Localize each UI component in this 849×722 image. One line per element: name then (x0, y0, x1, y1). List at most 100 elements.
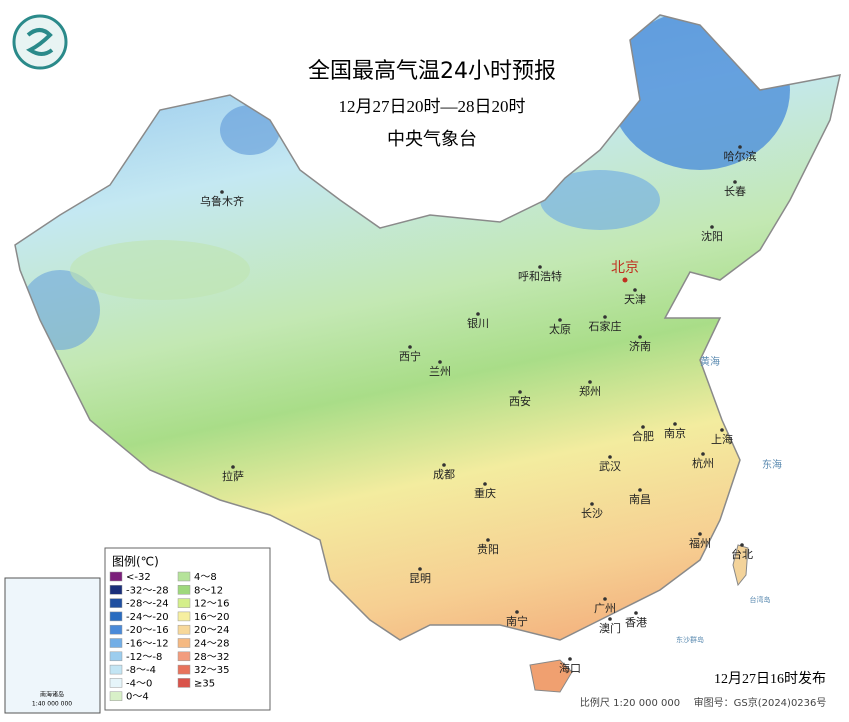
legend-label: 16～20 (194, 612, 229, 623)
city-dot (590, 502, 594, 506)
city-dot (641, 425, 645, 429)
city-dot (710, 225, 714, 229)
city-label: 海口 (559, 661, 581, 675)
legend-title: 图例(℃) (112, 555, 159, 569)
sea-label: 台湾岛 (750, 595, 771, 604)
city-dot (558, 318, 562, 322)
city-dot (603, 597, 607, 601)
city-dot (418, 567, 422, 571)
legend-swatch (109, 624, 123, 635)
city-dot (740, 543, 744, 547)
hainan (529, 659, 573, 693)
city-dot (442, 463, 446, 467)
legend-swatch (109, 691, 123, 701)
city-dot (538, 265, 542, 269)
legend-label: -28～-24 (126, 599, 169, 610)
city-label: 郑州 (579, 384, 601, 398)
city-dot (698, 532, 702, 536)
city-dot (486, 538, 490, 542)
city-label: 南昌 (629, 493, 651, 506)
legend-label: 28～32 (194, 652, 229, 663)
legend-swatch (177, 664, 191, 675)
city-dot (518, 390, 522, 394)
legend-swatch (177, 638, 191, 648)
city-label: 台北 (731, 547, 753, 561)
city-label: 合肥 (632, 429, 654, 443)
legend-swatch (109, 638, 123, 648)
legend-swatch (177, 678, 191, 688)
city-label: 贵阳 (477, 543, 499, 556)
legend-swatch (109, 678, 123, 688)
city-dot (588, 380, 592, 384)
city-dot (720, 428, 724, 432)
city-dot (408, 345, 412, 349)
city-dot (568, 657, 572, 661)
legend-swatch (109, 651, 123, 662)
city-dot (438, 360, 442, 364)
cold-zone (540, 170, 660, 230)
logo-mark (26, 28, 54, 56)
city-label: 南京 (664, 426, 686, 440)
city-label: 长春 (724, 185, 746, 198)
city-dot (638, 488, 642, 492)
issue-time: 12月27日16时发布 (714, 671, 826, 687)
city-dot (733, 180, 737, 184)
title: 全国最高气温24小时预报 (308, 59, 556, 84)
publisher: 中央气象台 (387, 129, 477, 150)
city-dot (603, 315, 607, 319)
city-label: 重庆 (474, 486, 496, 500)
city-dot (633, 288, 637, 292)
sea-label: 东海 (762, 458, 782, 471)
city-label: 拉萨 (222, 469, 244, 483)
legend-label: 4～8 (194, 572, 217, 583)
legend-swatch (109, 571, 123, 582)
city-label: 哈尔滨 (724, 149, 757, 163)
sea-label: 东沙群岛 (676, 635, 704, 644)
inset-scale: 1:40 000 000 (32, 701, 72, 708)
city-dot (476, 312, 480, 316)
legend-swatch (177, 598, 191, 608)
city-dot (701, 452, 705, 456)
legend-label: -24～-20 (126, 612, 169, 623)
city-label: 杭州 (692, 456, 714, 470)
legend-label: 12～16 (194, 599, 229, 610)
city-dot (231, 465, 235, 469)
city-label: 西宁 (399, 349, 421, 363)
city-label: 天津 (624, 293, 646, 306)
city-dot (608, 455, 612, 459)
legend-label: 8～12 (194, 585, 223, 596)
legend-swatch (109, 611, 123, 622)
legend-swatch (109, 585, 123, 595)
city-dot (220, 190, 224, 194)
capital-label: 北京 (611, 260, 639, 276)
city-label: 兰州 (429, 365, 451, 378)
city-dot (483, 482, 487, 486)
city-label: 沈阳 (701, 229, 723, 243)
city-label: 福州 (689, 536, 711, 550)
city-label: 长沙 (581, 507, 603, 520)
city-dot (634, 611, 638, 615)
taiwan (732, 544, 749, 587)
city-dot (738, 145, 742, 149)
city-dot (638, 335, 642, 339)
city-label: 银川 (467, 316, 489, 330)
city-label: 武汉 (599, 460, 621, 473)
legend-label: ≥35 (194, 678, 215, 689)
legend-label: 24～28 (194, 639, 229, 650)
city-dot (608, 617, 612, 621)
legend-label: -20～-16 (126, 625, 169, 636)
city-label: 西安 (509, 394, 531, 408)
inset (4, 577, 101, 714)
sea-label: 黄海 (700, 355, 720, 368)
warm-zone (70, 240, 250, 300)
city-label: 南宁 (506, 614, 528, 628)
city-label: 太原 (549, 323, 571, 336)
legend-label: 32～35 (194, 665, 229, 676)
legend-label: <-32 (126, 572, 151, 583)
city-label: 石家庄 (589, 319, 622, 333)
legend-swatch (109, 598, 123, 608)
legend-label: -32～-28 (126, 585, 169, 596)
